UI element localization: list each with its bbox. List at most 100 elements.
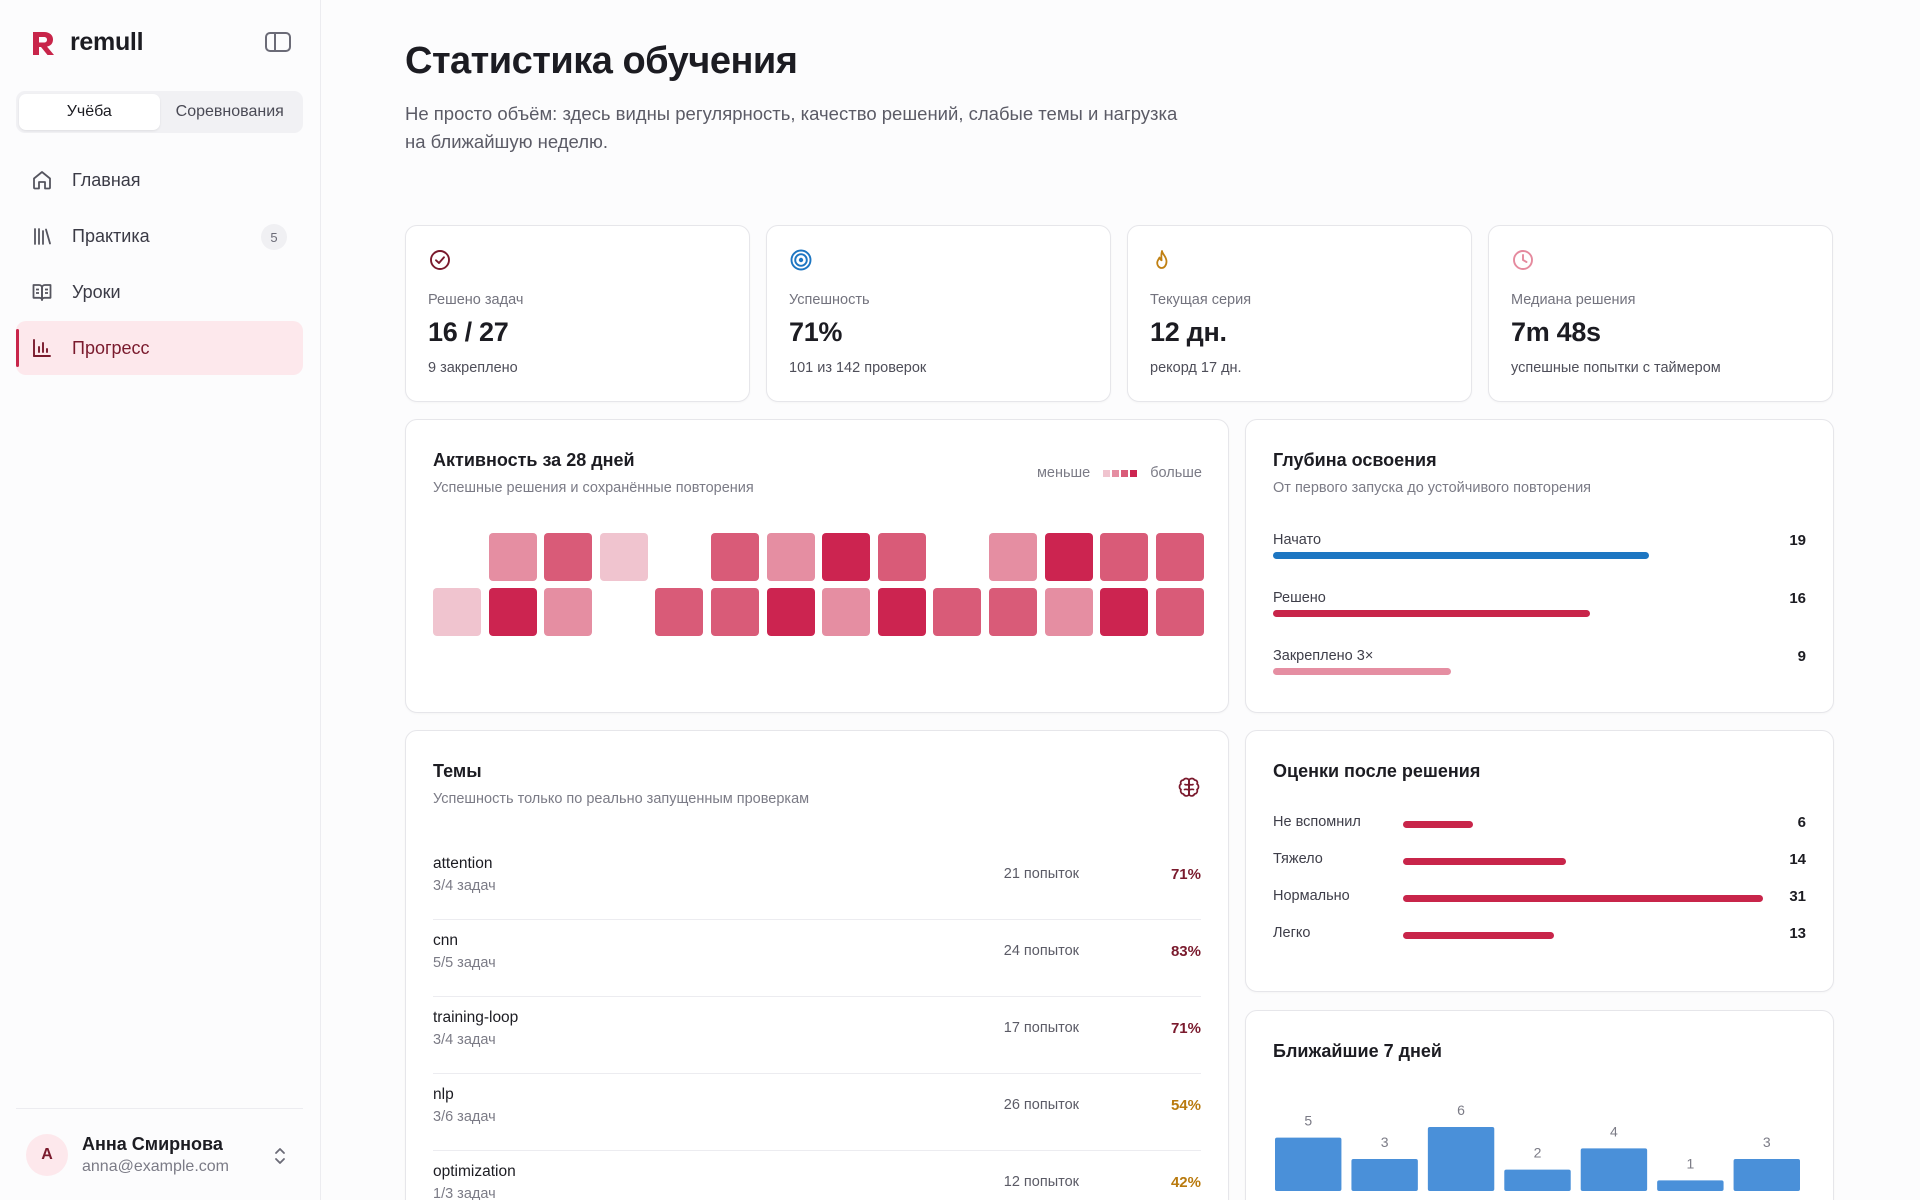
stat-value: 71% [789, 317, 843, 347]
segment-study[interactable]: Учёба [19, 94, 160, 130]
depth-bar [1273, 552, 1650, 559]
page-title: Статистика обучения [405, 40, 798, 82]
activity-day-cell [1044, 533, 1093, 581]
topic-attempts: 24 попыток [1003, 943, 1079, 959]
stat-label: Медиана решения [1511, 292, 1636, 308]
activity-day-cell [711, 533, 759, 581]
book-icon [31, 281, 53, 303]
ratings-title: Оценки после решения [1273, 761, 1481, 781]
week-bar-value: 3 [1381, 1134, 1389, 1150]
activity-day-cell [933, 588, 982, 636]
activity-day-cell [1100, 588, 1149, 636]
rating-row: Тяжело 14 [1273, 851, 1806, 871]
practice-count-badge: 5 [261, 224, 287, 250]
sidebar-item-lessons[interactable]: Уроки [16, 265, 303, 319]
mastery-depth-card: Глубина освоения От первого запуска до у… [1245, 419, 1834, 713]
topic-tasks: 3/4 задач [433, 1032, 496, 1048]
topic-name: cnn [433, 932, 458, 949]
brain-icon [1178, 777, 1200, 797]
home-icon [31, 169, 53, 191]
week-day-label: СР [1298, 1197, 1317, 1200]
sidebar-toggle-icon[interactable] [264, 30, 292, 54]
week-bar-value: 2 [1534, 1145, 1542, 1161]
legend-swatch [1130, 470, 1138, 477]
activity-day-cell [1100, 533, 1149, 581]
topic-attempts: 21 попыток [1003, 866, 1079, 882]
week-day-label: СБ [1528, 1197, 1547, 1200]
week-bar [1427, 1127, 1495, 1191]
depth-value: 19 [1789, 532, 1806, 549]
sidebar-item-home[interactable]: Главная [16, 153, 303, 207]
sidebar-item-practice[interactable]: Практика 5 [16, 209, 303, 263]
activity-day-cell [822, 533, 871, 581]
week-day-label: ЧТ [1376, 1197, 1394, 1200]
topic-row[interactable]: attention 3/4 задач 21 попыток 71% [433, 843, 1201, 920]
activity-day-cell [1044, 588, 1093, 636]
topic-name: optimization [433, 1163, 516, 1180]
week-day-label: ПТ [1452, 1197, 1471, 1200]
stat-value: 12 дн. [1150, 317, 1227, 347]
rating-label: Тяжело [1273, 851, 1323, 867]
flame-icon [1156, 250, 1168, 269]
stat-note: рекорд 17 дн. [1150, 360, 1242, 376]
stat-card-solved: Решено задач 16 / 27 9 закреплено [405, 225, 750, 402]
brand[interactable]: remull [30, 28, 144, 57]
activity-day-cell [933, 533, 981, 581]
chevron-up-down-icon[interactable] [271, 1145, 289, 1167]
topic-name: attention [433, 855, 493, 872]
activity-day-cell [600, 588, 648, 636]
topic-success-rate: 71% [1170, 1020, 1201, 1037]
stat-label: Успешность [789, 292, 870, 308]
main-content: Статистика обучения Не просто объём: зде… [321, 0, 1920, 1200]
depth-label: Закреплено 3× [1273, 648, 1374, 664]
topics-card: Темы Успешность только по реально запуще… [405, 730, 1229, 1200]
ratings-card: Оценки после решения Не вспомнил 6 Тяжело 1… [1245, 730, 1834, 992]
activity-day-cell [877, 588, 926, 636]
activity-day-cell [655, 588, 704, 636]
rating-value: 31 [1789, 888, 1806, 905]
week-bar [1733, 1159, 1800, 1191]
week-day-label: ВС [1604, 1197, 1623, 1200]
week-bar-value: 3 [1763, 1134, 1771, 1150]
activity-day-cell [711, 588, 759, 636]
user-menu[interactable]: A Анна Смирнова anna@example.com [16, 1108, 303, 1200]
rating-label: Легко [1273, 925, 1311, 941]
topic-tasks: 1/3 задач [433, 1186, 496, 1200]
week-bar [1504, 1169, 1571, 1191]
segment-competitions[interactable]: Соревнования [175, 103, 284, 120]
activity-day-cell [599, 533, 648, 581]
sidebar-item-progress[interactable]: Прогресс [16, 321, 303, 375]
legend-less: меньше [1036, 465, 1091, 481]
stat-label: Текущая серия [1150, 292, 1252, 308]
topic-row[interactable]: nlp 3/6 задач 26 попыток 54% [433, 1074, 1201, 1151]
topic-attempts: 17 попыток [1003, 1020, 1079, 1036]
activity-day-cell [822, 588, 871, 636]
topic-row[interactable]: cnn 5/5 задач 24 попыток 83% [433, 920, 1201, 997]
week-title: Ближайшие 7 дней [1273, 1041, 1442, 1061]
chart-icon [31, 337, 53, 359]
depth-row: Закреплено 3× 9 [1273, 648, 1806, 675]
sidebar-item-label: Главная [72, 169, 141, 190]
week-bar [1657, 1180, 1724, 1191]
topic-row[interactable]: training-loop 3/4 задач 17 попыток 71% [433, 997, 1201, 1074]
rating-row: Легко 13 [1273, 925, 1806, 945]
depth-row: Начато 19 [1273, 532, 1806, 559]
depth-bar [1273, 668, 1452, 675]
page-subtitle: Не просто объём: здесь видны регулярност… [405, 103, 1178, 152]
activity-day-cell [544, 588, 593, 636]
topic-attempts: 12 попыток [1003, 1174, 1079, 1190]
activity-card: Активность за 28 дней Успешные решения и… [405, 419, 1229, 713]
legend-swatch [1121, 470, 1129, 477]
topic-tasks: 5/5 задач [433, 955, 496, 971]
topic-name: nlp [433, 1086, 454, 1103]
legend-swatch [1112, 470, 1120, 477]
activity-day-cell [766, 588, 815, 636]
depth-label: Решено [1273, 590, 1326, 606]
topic-row[interactable]: optimization 1/3 задач 12 попыток 42% [433, 1151, 1201, 1200]
week-bar [1351, 1159, 1418, 1191]
rating-bar [1403, 821, 1473, 828]
topic-tasks: 3/6 задач [433, 1109, 496, 1125]
topic-success-rate: 83% [1170, 943, 1201, 960]
activity-day-cell [766, 533, 815, 581]
rating-row: Нормально 31 [1273, 888, 1806, 908]
